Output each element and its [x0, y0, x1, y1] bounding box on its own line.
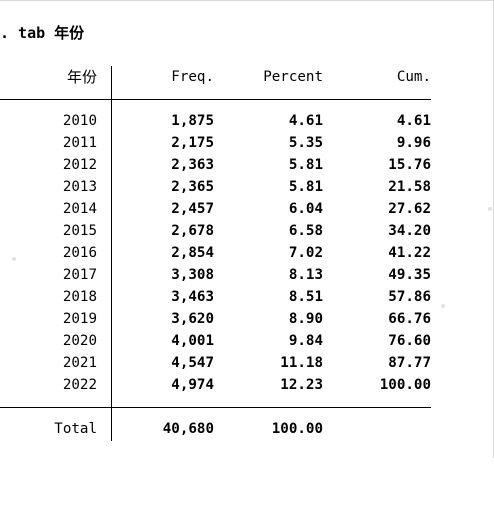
cell-year: 2020 — [62, 333, 97, 349]
header-separator — [0, 99, 431, 100]
cell-year: 2011 — [62, 135, 97, 151]
cell-year: 2021 — [62, 355, 97, 371]
scroll-dot — [12, 257, 16, 261]
cell-freq: 2,457 — [171, 201, 214, 217]
cell-freq: 2,363 — [171, 157, 214, 173]
cell-freq: 3,308 — [171, 267, 214, 283]
table-row: 2022 4,974 12.23 100.00 — [0, 374, 494, 396]
cell-cum: 4.61 — [396, 113, 431, 129]
header-year: 年份 — [66, 68, 97, 86]
total-label: Total — [54, 421, 97, 437]
table-row: 2010 1,875 4.61 4.61 — [0, 110, 494, 132]
cell-percent: 6.04 — [288, 201, 323, 217]
cell-percent: 5.35 — [288, 135, 323, 151]
table-row: 2013 2,365 5.81 21.58 — [0, 176, 494, 198]
cell-percent: 6.58 — [288, 223, 323, 239]
cell-year: 2017 — [62, 267, 97, 283]
cell-percent: 9.84 — [288, 333, 323, 349]
table-row: 2015 2,678 6.58 34.20 — [0, 220, 494, 242]
cell-freq: 2,678 — [171, 223, 214, 239]
total-separator — [0, 407, 431, 408]
cell-year: 2015 — [62, 223, 97, 239]
window-top-border — [0, 0, 494, 1]
command-line: . tab 年份 — [0, 24, 85, 42]
total-percent: 100.00 — [271, 421, 323, 437]
cell-percent: 8.51 — [288, 289, 323, 305]
table-row: 2011 2,175 5.35 9.96 — [0, 132, 494, 154]
cell-percent: 4.61 — [288, 113, 323, 129]
cell-percent: 5.81 — [288, 179, 323, 195]
cell-percent: 12.23 — [280, 377, 323, 393]
cell-cum: 15.76 — [388, 157, 431, 173]
header-freq: Freq. — [171, 69, 214, 85]
table-row: 2020 4,001 9.84 76.60 — [0, 330, 494, 352]
cell-year: 2022 — [62, 377, 97, 393]
cell-cum: 57.86 — [388, 289, 431, 305]
cell-freq: 4,001 — [171, 333, 214, 349]
header-cum: Cum. — [396, 69, 431, 85]
cell-cum: 66.76 — [388, 311, 431, 327]
cell-percent: 8.90 — [288, 311, 323, 327]
cell-freq: 1,875 — [171, 113, 214, 129]
cell-freq: 3,463 — [171, 289, 214, 305]
cell-percent: 8.13 — [288, 267, 323, 283]
header-percent: Percent — [263, 69, 323, 85]
table-header-row: 年份 Freq. Percent Cum. — [0, 66, 494, 88]
column-divider — [111, 66, 112, 441]
cell-freq: 2,175 — [171, 135, 214, 151]
cell-freq: 2,854 — [171, 245, 214, 261]
cell-cum: 34.20 — [388, 223, 431, 239]
cell-cum: 21.58 — [388, 179, 431, 195]
cell-year: 2016 — [62, 245, 97, 261]
cell-cum: 49.35 — [388, 267, 431, 283]
cell-year: 2013 — [62, 179, 97, 195]
cell-year: 2012 — [62, 157, 97, 173]
cell-percent: 11.18 — [280, 355, 323, 371]
cell-freq: 3,620 — [171, 311, 214, 327]
cell-freq: 4,547 — [171, 355, 214, 371]
table-row: 2014 2,457 6.04 27.62 — [0, 198, 494, 220]
cell-year: 2019 — [62, 311, 97, 327]
table-row: 2016 2,854 7.02 41.22 — [0, 242, 494, 264]
cell-percent: 5.81 — [288, 157, 323, 173]
cell-year: 2014 — [62, 201, 97, 217]
cell-cum: 100.00 — [379, 377, 431, 393]
table-row: 2021 4,547 11.18 87.77 — [0, 352, 494, 374]
cell-percent: 7.02 — [288, 245, 323, 261]
cell-cum: 76.60 — [388, 333, 431, 349]
scroll-dot — [488, 207, 492, 211]
cell-year: 2018 — [62, 289, 97, 305]
cell-cum: 9.96 — [396, 135, 431, 151]
cell-freq: 2,365 — [171, 179, 214, 195]
table-row: 2017 3,308 8.13 49.35 — [0, 264, 494, 286]
total-freq: 40,680 — [162, 421, 214, 437]
table-row: 2019 3,620 8.90 66.76 — [0, 308, 494, 330]
table-row: 2018 3,463 8.51 57.86 — [0, 286, 494, 308]
table-row: 2012 2,363 5.81 15.76 — [0, 154, 494, 176]
cell-cum: 87.77 — [388, 355, 431, 371]
scroll-dot — [441, 304, 445, 308]
cell-cum: 41.22 — [388, 245, 431, 261]
cell-cum: 27.62 — [388, 201, 431, 217]
cell-year: 2010 — [62, 113, 97, 129]
total-row: Total 40,680 100.00 — [0, 418, 494, 440]
cell-freq: 4,974 — [171, 377, 214, 393]
